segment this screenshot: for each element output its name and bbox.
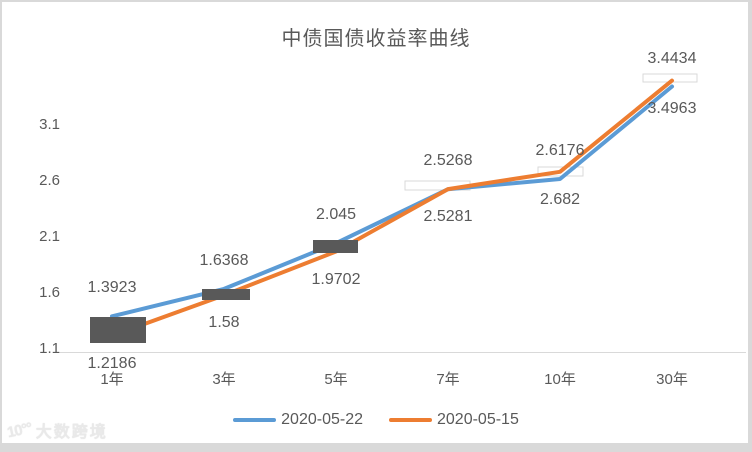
legend: 2020-05-22 2020-05-15: [0, 411, 752, 429]
marker-box-dark: [90, 317, 146, 343]
legend-item-series-2: 2020-05-15: [389, 411, 519, 429]
legend-item-series-1: 2020-05-22: [233, 411, 363, 429]
legend-line-swatch-blue: [233, 418, 277, 422]
dashu-logo-icon: 10°°: [5, 419, 34, 441]
chart-canvas: 中债国债收益率曲线 1.1 1.6 2.1 2.6 3.1 1年 3年 5年 7年 10年 30年 1…: [2, 2, 748, 443]
legend-line-swatch-orange: [389, 418, 432, 422]
watermark-text: 大数跨境: [35, 424, 108, 441]
series-line-2020-05-15: [110, 78, 674, 338]
marker-box-dark: [202, 289, 250, 300]
chart-title: 中债国债收益率曲线: [281, 28, 471, 50]
legend-label: 2020-05-15: [437, 411, 519, 428]
marker-box-dark: [313, 240, 358, 253]
watermark: 10°° 大数跨境: [5, 418, 108, 442]
series-line-2020-05-22: [110, 84, 674, 319]
legend-label: 2020-05-22: [281, 411, 363, 428]
